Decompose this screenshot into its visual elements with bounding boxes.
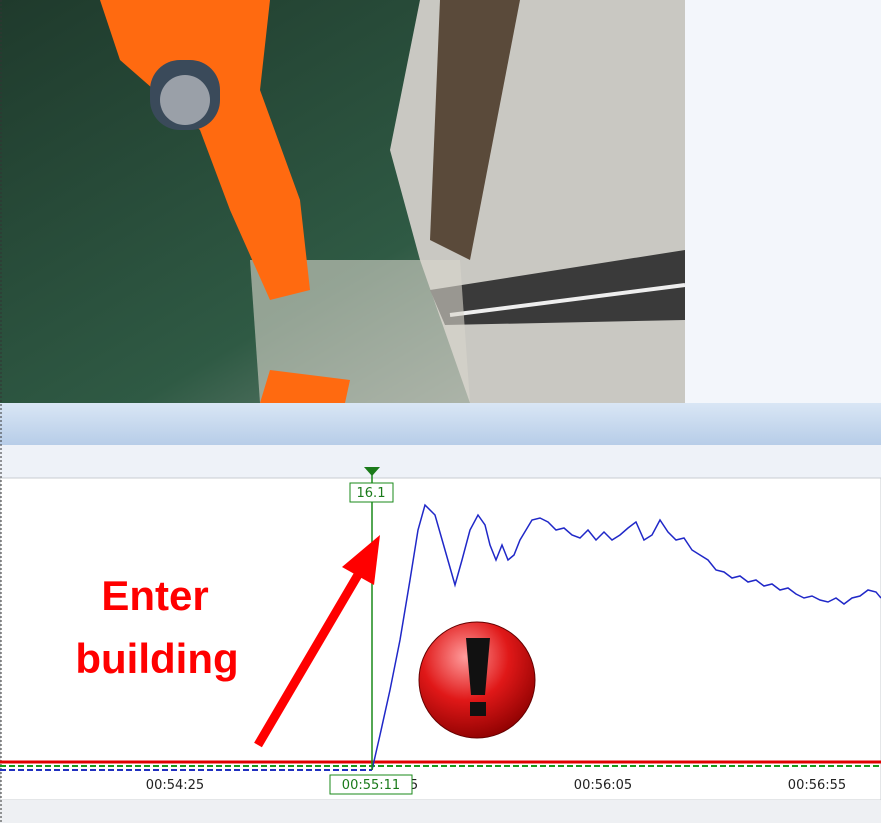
cursor-time: 00:55:11 (342, 778, 400, 793)
sub-toolbar (0, 445, 881, 478)
time-tick-label: 00:54:25 (146, 778, 204, 793)
page: {"annotation": {"lines": ["Enter", "buil… (0, 0, 881, 823)
annotation-line: building (75, 635, 238, 682)
time-tick-label: 00:56:05 (574, 778, 632, 793)
annotation-line: Enter (101, 572, 208, 619)
toolbar (0, 403, 881, 445)
cursor-value: 16.1 (357, 486, 386, 501)
warning-icon (419, 622, 535, 738)
time-tick-label: 00:56:55 (788, 778, 846, 793)
screen: 00:54:2500:55:1500:56:0500:56:55 16.1 00… (0, 0, 881, 823)
video-frame (0, 0, 685, 403)
status-bar (0, 800, 881, 823)
